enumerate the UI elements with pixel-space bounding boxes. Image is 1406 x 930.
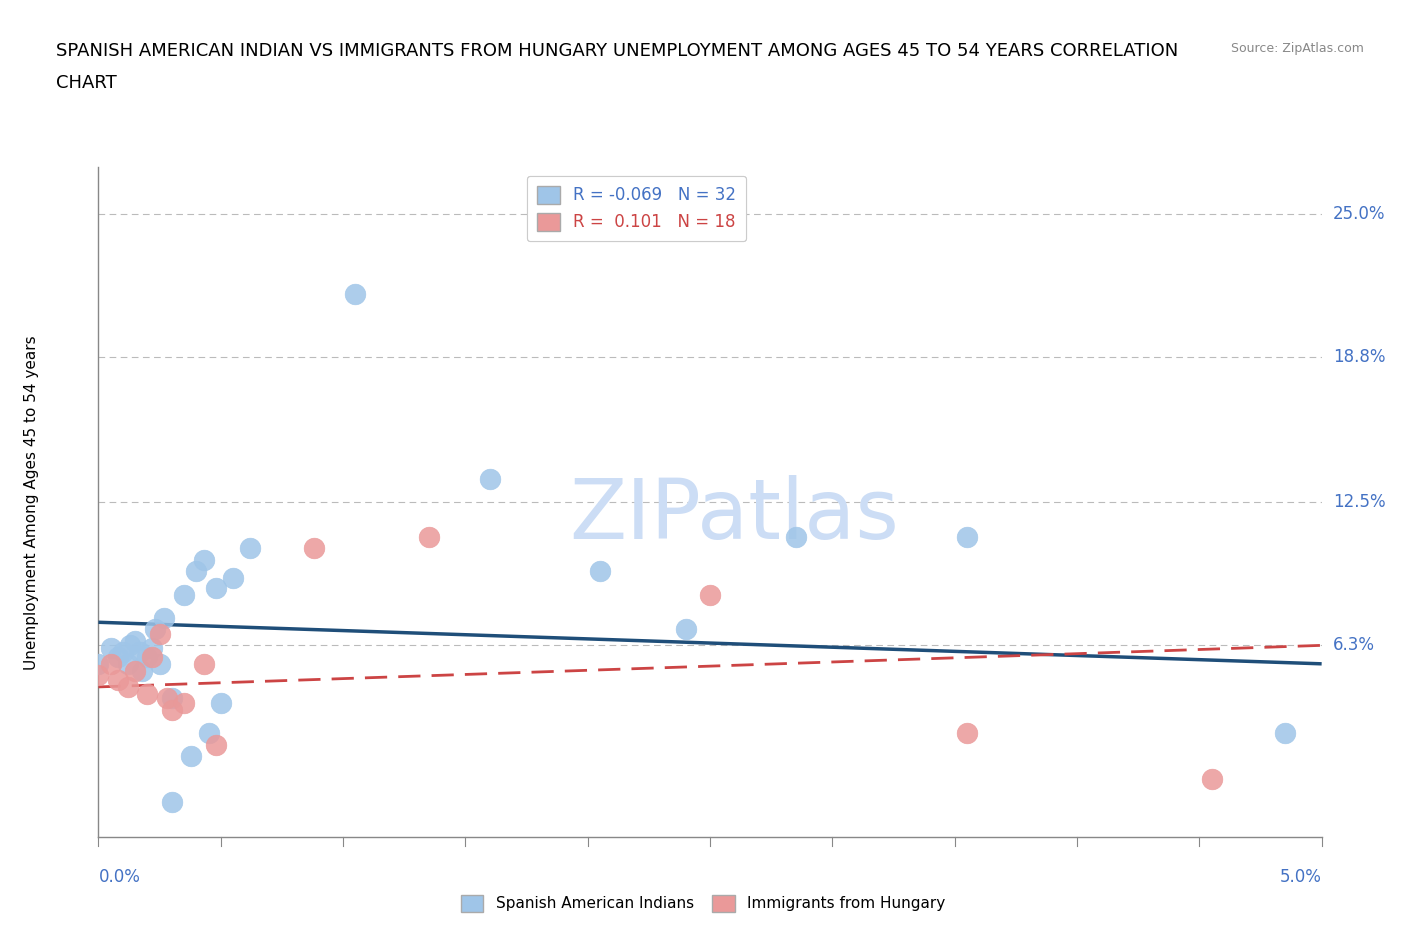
Point [180,749,202,764]
Text: Source: ZipAtlas.com: Source: ZipAtlas.com [1230,42,1364,55]
Point [418,529,440,544]
Point [205,737,228,752]
Point [136,686,159,701]
Point [160,702,183,717]
Point [143,622,166,637]
Point [956,529,979,544]
Point [149,627,172,642]
Point [141,649,163,664]
Text: CHART: CHART [56,74,117,92]
Point [344,287,367,302]
Point [136,649,159,664]
Point [111,644,134,659]
Point [156,691,179,706]
Point [956,725,979,740]
Text: 12.5%: 12.5% [1333,493,1385,512]
Text: Unemployment Among Ages 45 to 54 years: Unemployment Among Ages 45 to 54 years [24,335,38,670]
Point [1274,725,1296,740]
Text: 6.3%: 6.3% [1333,636,1375,655]
Point [87,668,110,683]
Point [131,663,153,678]
Point [141,640,163,655]
Text: SPANISH AMERICAN INDIAN VS IMMIGRANTS FROM HUNGARY UNEMPLOYMENT AMONG AGES 45 TO: SPANISH AMERICAN INDIAN VS IMMIGRANTS FR… [56,42,1178,60]
Point [117,680,139,695]
Point [302,541,325,556]
Point [149,657,172,671]
Point [197,725,219,740]
Point [160,795,183,810]
Text: 18.8%: 18.8% [1333,348,1385,365]
Point [589,564,612,578]
Point [239,541,262,556]
Point [117,657,139,671]
Text: 25.0%: 25.0% [1333,205,1385,222]
Point [124,633,146,648]
Point [186,564,208,578]
Point [173,696,195,711]
Point [1201,772,1223,787]
Point [173,587,195,602]
Point [699,587,721,602]
Legend: R = -0.069   N = 32, R =  0.101   N = 18: R = -0.069 N = 32, R = 0.101 N = 18 [527,176,747,242]
Text: 5.0%: 5.0% [1279,868,1322,885]
Point [120,638,142,653]
Point [124,663,146,678]
Point [193,657,215,671]
Point [160,691,183,706]
Point [100,640,122,655]
Point [675,622,697,637]
Text: ZIPatlas: ZIPatlas [569,475,900,556]
Point [222,571,245,586]
Point [205,580,228,595]
Point [87,657,110,671]
Point [153,610,176,625]
Point [478,472,501,486]
Point [100,657,122,671]
Legend: Spanish American Indians, Immigrants from Hungary: Spanish American Indians, Immigrants fro… [454,889,952,918]
Point [107,672,129,687]
Point [193,552,215,567]
Point [129,644,152,659]
Point [785,529,807,544]
Point [107,649,129,664]
Text: 0.0%: 0.0% [98,868,141,885]
Point [209,696,232,711]
